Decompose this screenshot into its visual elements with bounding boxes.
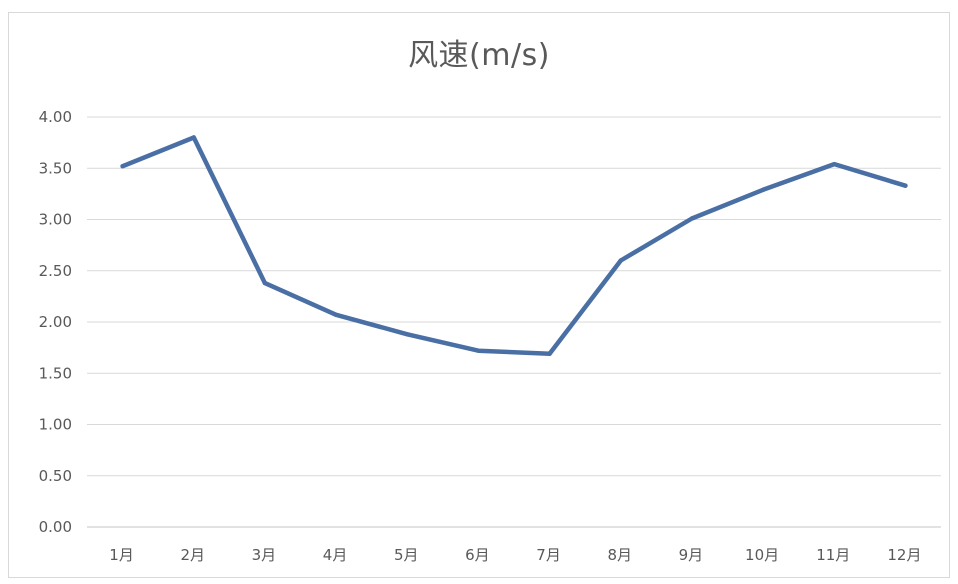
data-point	[405, 332, 410, 337]
x-tick-label: 9月	[679, 546, 704, 564]
x-axis-ticks: 1月 2月 3月 4月 5月 6月 7月 8月 9月 10月 11月 12月	[109, 546, 921, 564]
x-tick-label: 12月	[887, 546, 921, 564]
chart-title: 风速(m/s)	[408, 38, 550, 73]
data-point	[832, 161, 837, 167]
y-tick-label: 2.00	[39, 313, 72, 331]
data-point	[618, 258, 623, 263]
data-point	[760, 187, 766, 192]
y-tick-label: 1.50	[39, 364, 72, 382]
x-tick-label: 6月	[465, 546, 490, 564]
y-tick-label: 0.50	[39, 467, 72, 485]
y-tick-label: 1.00	[39, 416, 72, 434]
x-tick-label: 2月	[180, 546, 205, 564]
x-tick-label: 1月	[109, 546, 134, 564]
x-tick-label: 3月	[252, 546, 277, 564]
y-axis-ticks: 0.00 0.50 1.00 1.50 2.00 2.50 3.00 3.50 4.00	[39, 108, 72, 536]
y-tick-label: 3.50	[39, 159, 72, 177]
data-point	[547, 351, 552, 356]
x-tick-label: 4月	[323, 546, 348, 564]
data-point	[262, 280, 268, 286]
data-point	[120, 164, 125, 169]
data-point	[689, 216, 695, 221]
y-tick-label: 4.00	[39, 108, 72, 126]
data-point	[333, 312, 339, 318]
chart-frame	[8, 12, 950, 578]
x-tick-label: 8月	[607, 546, 632, 564]
series-group	[120, 135, 908, 357]
y-tick-label: 3.00	[39, 211, 72, 229]
x-tick-label: 7月	[536, 546, 561, 564]
data-point	[903, 183, 908, 188]
x-tick-label: 5月	[394, 546, 419, 564]
data-point	[476, 348, 481, 353]
data-point	[191, 135, 196, 140]
series-line	[120, 135, 908, 357]
x-tick-label: 10月	[745, 546, 779, 564]
gridlines	[87, 116, 941, 528]
y-tick-label: 2.50	[39, 262, 72, 280]
x-tick-label: 11月	[816, 546, 850, 564]
y-tick-label: 0.00	[39, 518, 72, 536]
